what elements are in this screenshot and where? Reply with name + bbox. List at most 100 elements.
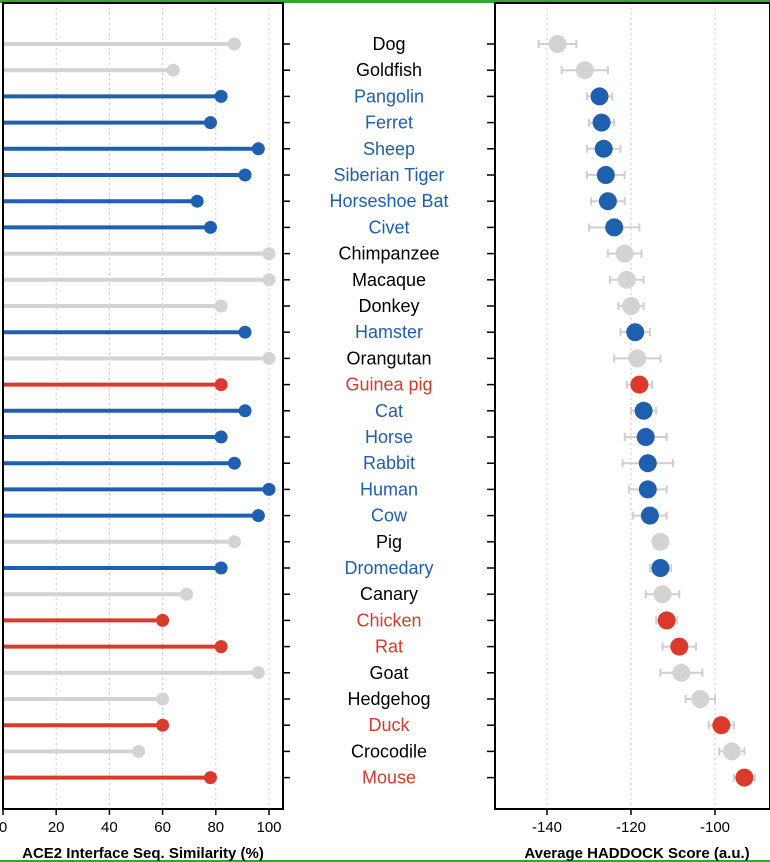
- right-dot: [622, 297, 640, 315]
- left-x-tick-label: 20: [48, 819, 65, 836]
- left-dot: [238, 325, 252, 339]
- category-label: Orangutan: [346, 348, 431, 368]
- category-label: Donkey: [358, 296, 419, 316]
- category-label: Cow: [371, 506, 408, 526]
- right-dot: [651, 532, 670, 551]
- right-dot: [594, 139, 613, 158]
- right-dot: [596, 166, 615, 184]
- right-dot: [605, 218, 624, 237]
- right-panel-frame: [494, 2, 770, 810]
- left-dot: [251, 509, 265, 523]
- right-dot: [615, 244, 634, 263]
- right-dot: [712, 716, 731, 735]
- category-label: Hamster: [355, 322, 423, 342]
- right-dot: [672, 663, 691, 682]
- left-dot: [262, 351, 276, 365]
- left-dot: [227, 456, 241, 470]
- right-dot: [630, 375, 649, 394]
- category-label: Chimpanzee: [338, 244, 439, 264]
- left-panel-frame: [2, 2, 284, 810]
- right-dot: [638, 480, 657, 499]
- right-dot: [691, 690, 710, 708]
- category-label: Duck: [368, 715, 410, 735]
- right-dot: [638, 454, 657, 473]
- left-dot: [214, 561, 228, 575]
- left-dot: [227, 535, 241, 549]
- left-dot: [214, 430, 228, 444]
- left-panel-y-ticks: [283, 43, 290, 779]
- right-dot: [653, 585, 672, 604]
- right-dot: [617, 270, 636, 289]
- left-dot: [262, 273, 276, 287]
- right-dot: [722, 742, 741, 761]
- category-label: Human: [360, 479, 418, 499]
- left-dot: [156, 692, 170, 706]
- right-x-axis-label: Average HADDOCK Score (a.u.): [524, 845, 749, 862]
- left-panel-stems: [3, 42, 269, 780]
- left-x-axis-label: ACE2 Interface Seq. Similarity (%): [22, 845, 264, 862]
- category-label: Rat: [375, 637, 403, 657]
- category-label: Crocodile: [351, 741, 427, 761]
- category-label: Sheep: [363, 139, 415, 159]
- left-dot: [238, 168, 252, 182]
- top-accent-bar: [0, 0, 770, 3]
- right-dot: [651, 559, 670, 577]
- category-label: Cat: [375, 401, 403, 421]
- left-x-tick-label: 0: [0, 819, 7, 836]
- left-dot: [132, 744, 146, 758]
- category-label: Rabbit: [363, 453, 415, 473]
- left-dot: [251, 142, 265, 156]
- left-dot: [190, 194, 204, 208]
- right-x-tick-label: -140: [532, 819, 562, 836]
- right-dot: [670, 637, 689, 656]
- left-dot: [156, 613, 170, 627]
- left-dot: [238, 404, 252, 418]
- right-dot: [636, 428, 655, 446]
- left-dot: [214, 378, 228, 392]
- category-label: Guinea pig: [345, 375, 432, 395]
- left-dot: [166, 63, 180, 77]
- left-x-tick-label: 60: [154, 819, 171, 836]
- left-dot: [227, 37, 241, 51]
- right-x-tick-label: -120: [616, 819, 646, 836]
- category-labels: Dog Goldfish Pangolin Ferret Sheep Siberian T…: [329, 34, 448, 788]
- left-dot: [251, 666, 265, 680]
- right-panel-x-ticks: -140 -120 -100: [532, 809, 730, 836]
- left-x-tick-label: 40: [101, 819, 118, 836]
- left-dot: [203, 771, 217, 785]
- category-label: Pig: [376, 532, 402, 552]
- left-dot: [180, 587, 194, 601]
- right-dot: [548, 35, 567, 53]
- left-dot: [262, 482, 276, 496]
- left-x-tick-label: 80: [207, 819, 224, 836]
- right-dot: [575, 61, 594, 80]
- category-label: Pangolin: [354, 86, 424, 106]
- right-panel-dots: [548, 35, 754, 787]
- right-dot: [626, 323, 645, 342]
- left-x-tick-label: 100: [256, 819, 281, 836]
- category-label: Goat: [369, 663, 408, 683]
- right-x-tick-label: -100: [700, 819, 730, 836]
- category-label: Civet: [368, 217, 409, 237]
- category-label: Dromedary: [344, 558, 433, 578]
- left-panel-dots: [132, 37, 276, 785]
- category-label: Horseshoe Bat: [329, 191, 448, 211]
- right-dot: [657, 611, 676, 630]
- category-label: Dog: [372, 34, 405, 54]
- category-label: Horse: [365, 427, 413, 447]
- right-dot: [640, 506, 659, 525]
- right-dot: [590, 87, 609, 106]
- right-panel-grid: [487, 3, 716, 809]
- left-dot: [214, 89, 228, 103]
- category-label: Hedgehog: [347, 689, 430, 709]
- right-dot: [598, 192, 617, 211]
- category-label: Canary: [360, 584, 418, 604]
- bottom-accent-bar: [0, 860, 770, 862]
- category-label: Mouse: [362, 768, 416, 788]
- left-dot: [203, 116, 217, 130]
- category-label: Ferret: [365, 113, 413, 133]
- right-dot: [592, 113, 611, 132]
- left-dot: [262, 247, 276, 261]
- category-label: Macaque: [352, 270, 426, 290]
